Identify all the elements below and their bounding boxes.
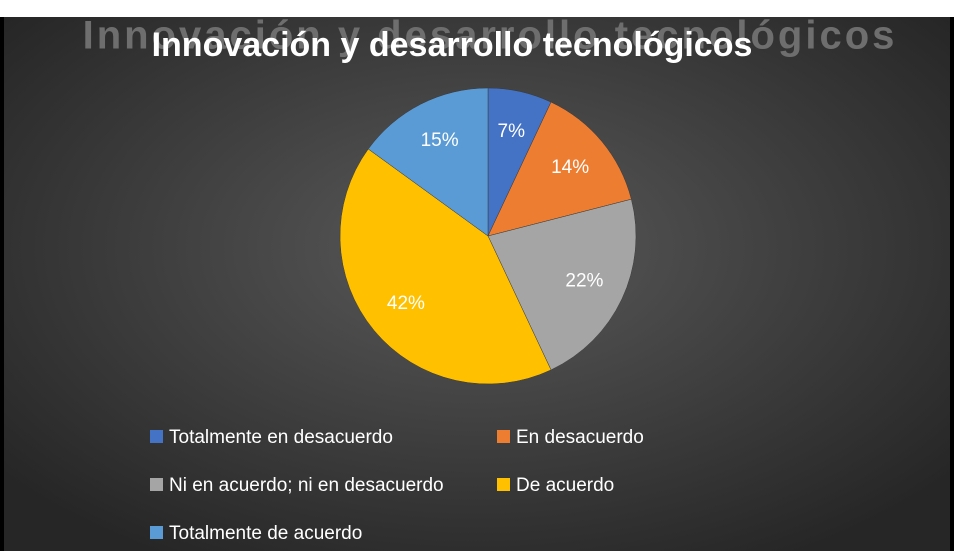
pie-slice bbox=[367, 87, 489, 237]
data-label: 7% bbox=[498, 121, 526, 142]
chart-title: Innovación y desarrollo tecnológicos bbox=[152, 26, 753, 64]
legend-label: En desacuerdo bbox=[516, 427, 644, 448]
data-label: 22% bbox=[565, 270, 603, 291]
legend-label: Totalmente en desacuerdo bbox=[169, 427, 393, 448]
title-shadow: Innovación y desarrollo tecnológicos bbox=[83, 14, 898, 58]
top-strip bbox=[0, 0, 954, 17]
pie-slice bbox=[487, 101, 632, 237]
legend-swatch bbox=[150, 478, 163, 491]
legend-swatch bbox=[497, 478, 510, 491]
pie-slice bbox=[339, 148, 552, 385]
data-label: 42% bbox=[387, 293, 425, 314]
legend-label: Ni en acuerdo; ni en desacuerdo bbox=[169, 475, 444, 496]
pie-slice bbox=[487, 198, 637, 371]
legend-swatch bbox=[150, 526, 163, 539]
data-label: 15% bbox=[421, 130, 459, 151]
legend-swatch bbox=[150, 430, 163, 443]
legend-label: De acuerdo bbox=[516, 475, 614, 496]
legend-label: Totalmente de acuerdo bbox=[169, 523, 362, 544]
data-label: 14% bbox=[551, 157, 589, 178]
legend-swatch bbox=[497, 430, 510, 443]
